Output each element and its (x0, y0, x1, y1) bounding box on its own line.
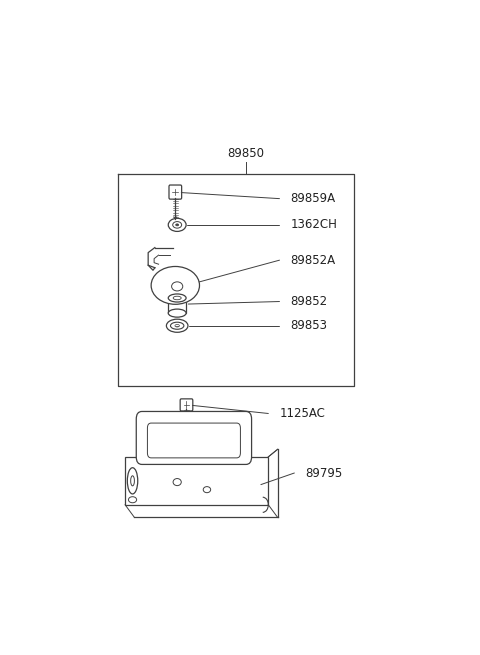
Ellipse shape (173, 221, 181, 228)
FancyBboxPatch shape (169, 185, 181, 199)
Text: 89853: 89853 (290, 319, 328, 332)
Ellipse shape (131, 476, 134, 486)
Ellipse shape (176, 224, 179, 226)
Ellipse shape (175, 324, 180, 327)
Polygon shape (125, 457, 268, 505)
Ellipse shape (170, 322, 184, 329)
FancyBboxPatch shape (168, 298, 186, 313)
Text: 89859A: 89859A (290, 192, 336, 205)
Ellipse shape (203, 487, 211, 493)
Text: 89795: 89795 (305, 466, 343, 479)
Ellipse shape (167, 319, 188, 332)
FancyBboxPatch shape (136, 411, 252, 464)
FancyBboxPatch shape (180, 399, 193, 411)
FancyBboxPatch shape (147, 423, 240, 458)
Ellipse shape (129, 496, 137, 503)
Ellipse shape (173, 479, 181, 485)
Text: 1362CH: 1362CH (290, 218, 337, 231)
Text: 1125AC: 1125AC (279, 407, 325, 420)
Text: 89852: 89852 (290, 295, 328, 308)
Ellipse shape (168, 294, 186, 302)
Ellipse shape (168, 218, 186, 231)
Text: 89852A: 89852A (290, 253, 336, 267)
Text: 89850: 89850 (228, 147, 264, 160)
Ellipse shape (127, 468, 138, 494)
Ellipse shape (171, 282, 183, 291)
Ellipse shape (173, 296, 181, 300)
Ellipse shape (151, 267, 200, 305)
Ellipse shape (168, 309, 186, 317)
